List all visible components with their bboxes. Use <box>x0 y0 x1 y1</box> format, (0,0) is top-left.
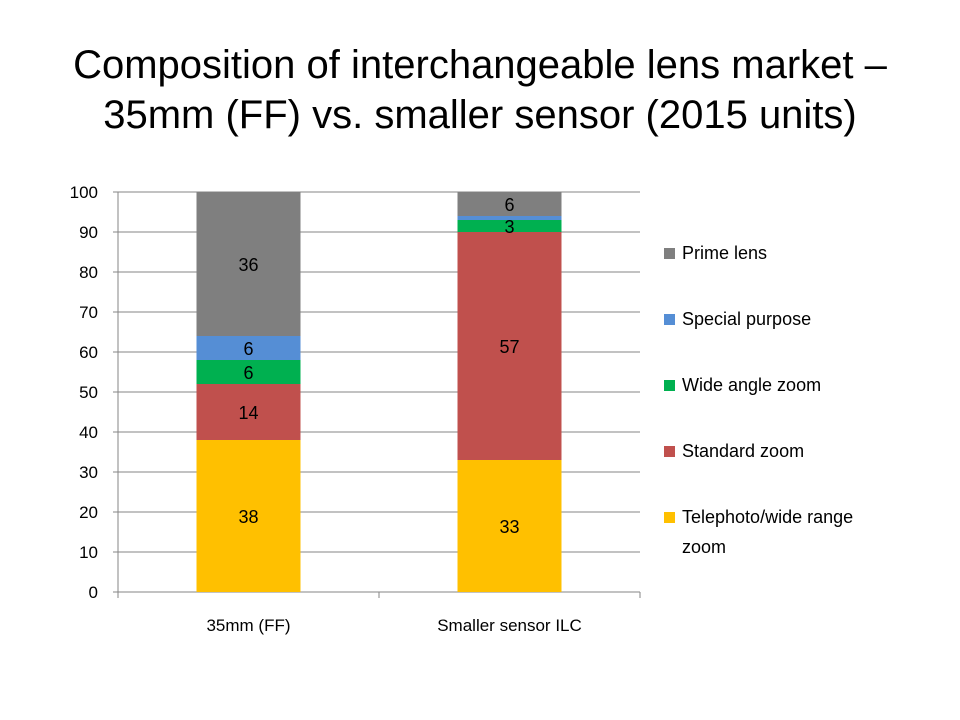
legend-label: Prime lens <box>682 243 767 263</box>
legend-swatch <box>664 314 675 325</box>
bar-segment <box>457 460 562 592</box>
legend-label: Telephoto/wide range <box>682 507 853 527</box>
y-tick-label: 80 <box>79 263 98 282</box>
legend-swatch <box>664 380 675 391</box>
y-tick-label: 50 <box>79 383 98 402</box>
y-tick-label: 70 <box>79 303 98 322</box>
data-label: 57 <box>499 337 519 357</box>
bar-segment <box>196 360 301 384</box>
y-tick-label: 90 <box>79 223 98 242</box>
bar-segment <box>196 336 301 360</box>
legend-swatch <box>664 512 675 523</box>
y-tick-label: 100 <box>70 183 98 202</box>
chart-title: Composition of interchangeable lens mark… <box>0 40 960 140</box>
bar-segment <box>457 232 562 460</box>
data-label: 6 <box>243 339 253 359</box>
y-tick-label: 0 <box>89 583 98 602</box>
bar-segment <box>196 440 301 592</box>
legend-label: zoom <box>682 537 726 557</box>
y-tick-label: 40 <box>79 423 98 442</box>
legend-swatch <box>664 446 675 457</box>
bar-segment <box>457 192 562 216</box>
data-label: 6 <box>504 195 514 215</box>
data-label: 3 <box>504 217 514 237</box>
legend-label: Special purpose <box>682 309 811 329</box>
x-tick-label: 35mm (FF) <box>206 616 290 635</box>
legend-label: Standard zoom <box>682 441 804 461</box>
legend-label: Wide angle zoom <box>682 375 821 395</box>
legend-swatch <box>664 248 675 259</box>
data-label: 33 <box>499 517 519 537</box>
bar-segment <box>196 192 301 336</box>
data-label: 6 <box>243 363 253 383</box>
y-tick-label: 30 <box>79 463 98 482</box>
bar-segment <box>457 216 562 220</box>
data-label: 38 <box>238 507 258 527</box>
y-tick-label: 60 <box>79 343 98 362</box>
y-tick-label: 20 <box>79 503 98 522</box>
bar-segment <box>196 384 301 440</box>
bar-segment <box>457 220 562 232</box>
chart-title-line-2: 35mm (FF) vs. smaller sensor (2015 units… <box>103 93 857 137</box>
data-label: 14 <box>238 403 258 423</box>
x-tick-label: Smaller sensor ILC <box>437 616 582 635</box>
y-tick-label: 10 <box>79 543 98 562</box>
chart-title-line-1: Composition of interchangeable lens mark… <box>73 43 887 87</box>
data-label: 36 <box>238 255 258 275</box>
